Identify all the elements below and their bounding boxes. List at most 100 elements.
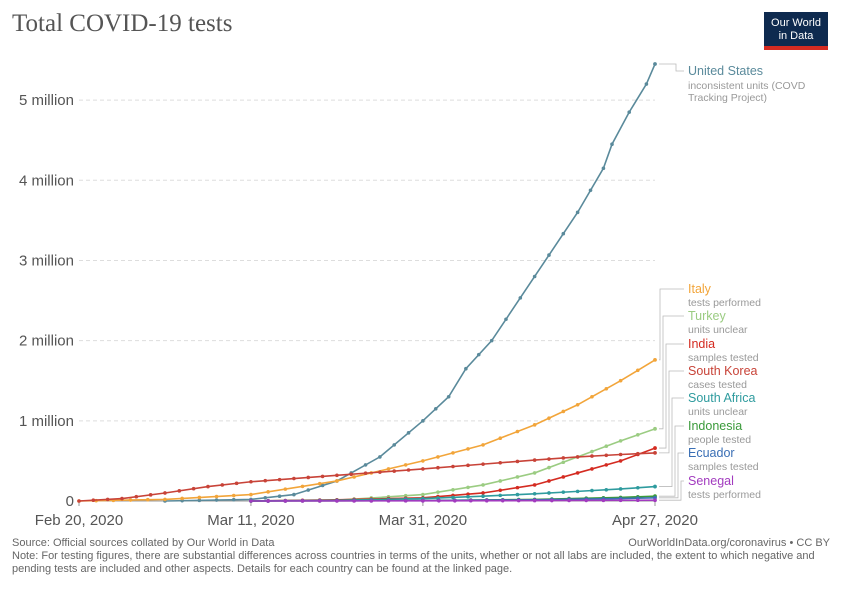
data-point	[636, 485, 640, 490]
data-point	[451, 451, 455, 455]
data-point	[515, 429, 520, 434]
data-point	[436, 455, 440, 459]
data-point	[352, 475, 356, 479]
data-point	[453, 498, 457, 503]
data-point	[561, 475, 566, 479]
note-text: Note: For testing figures, there are sub…	[12, 550, 815, 575]
data-point	[436, 490, 440, 494]
series-note: units unclear	[688, 324, 748, 336]
data-point	[644, 82, 649, 86]
data-point	[231, 497, 236, 502]
data-point	[604, 487, 609, 492]
series-note: people tested	[688, 434, 751, 446]
series-line	[164, 63, 656, 502]
data-point	[532, 498, 537, 503]
data-point	[498, 436, 503, 440]
data-point	[263, 495, 268, 500]
data-point	[306, 475, 311, 480]
data-point	[653, 426, 657, 431]
data-point	[317, 499, 322, 503]
data-point	[306, 488, 311, 492]
chart-footer: Source: Official sources collated by Our…	[12, 537, 830, 576]
data-point	[335, 479, 339, 483]
x-axis: Feb 20, 2020 Mar 11, 2020 Mar 31, 2020 Apr …	[35, 501, 698, 529]
series-note: samples tested	[688, 352, 759, 364]
x-tick-label: Mar 31, 2020	[379, 512, 467, 529]
y-tick-label: 4 million	[19, 172, 74, 189]
data-point	[363, 471, 368, 476]
data-point	[451, 487, 455, 492]
data-point	[120, 496, 124, 501]
series-note: cases tested	[688, 379, 747, 391]
data-point	[547, 479, 551, 483]
series-note: Tracking Project)	[688, 92, 767, 104]
data-point	[653, 498, 657, 503]
owid-logo[interactable]: Our World in Data	[764, 12, 828, 50]
series-name: Indonesia	[688, 419, 742, 433]
data-point	[618, 498, 623, 503]
data-point	[547, 253, 551, 257]
data-point	[292, 476, 296, 481]
series-name: South Africa	[688, 391, 755, 405]
data-point	[433, 406, 438, 411]
data-point	[197, 495, 202, 500]
data-point	[437, 499, 441, 503]
data-point	[590, 467, 594, 471]
logo-line-2: in Data	[778, 30, 814, 42]
data-point	[363, 463, 368, 467]
data-point	[575, 455, 580, 459]
series-note: units unclear	[688, 406, 748, 418]
leader-line	[659, 397, 684, 487]
data-point	[498, 493, 503, 498]
data-point	[547, 416, 551, 420]
data-point	[466, 492, 470, 496]
data-point	[575, 402, 580, 407]
data-point	[561, 409, 566, 414]
leader-line	[659, 480, 684, 501]
data-point	[77, 499, 81, 503]
data-point	[378, 455, 382, 459]
data-point	[466, 447, 470, 451]
data-point	[618, 378, 623, 383]
data-point	[466, 485, 470, 490]
data-point	[484, 498, 489, 503]
leader-line	[659, 288, 684, 361]
data-point	[532, 423, 537, 427]
data-point	[214, 494, 219, 499]
data-point	[369, 499, 374, 503]
data-point	[266, 499, 270, 503]
data-point	[421, 499, 425, 503]
series-name: Ecuador	[688, 446, 735, 460]
source-url[interactable]: OurWorldInData.org/coronavirus • CC BY	[628, 537, 830, 549]
leader-line	[659, 315, 684, 430]
data-point	[214, 498, 219, 502]
data-point	[504, 317, 508, 322]
x-tick-label: Apr 27, 2020	[612, 512, 698, 529]
data-point	[177, 489, 182, 493]
series-name: Senegal	[688, 474, 734, 488]
data-point	[300, 499, 305, 503]
data-point	[567, 498, 571, 503]
data-point	[653, 62, 657, 66]
data-point	[481, 443, 485, 447]
series-note: inconsistent units (COVD	[688, 80, 806, 92]
data-point	[561, 231, 566, 236]
data-point	[653, 446, 657, 450]
data-point	[515, 492, 520, 497]
data-point	[653, 484, 657, 489]
y-tick-label: 3 million	[19, 252, 74, 269]
series-name: South Korea	[688, 364, 758, 378]
series-line	[78, 359, 656, 502]
data-point	[604, 386, 609, 391]
data-point	[561, 490, 566, 494]
data-point	[561, 456, 566, 460]
data-point	[481, 462, 485, 466]
data-point	[421, 459, 425, 463]
data-point	[601, 498, 606, 503]
data-point	[636, 498, 640, 503]
leader-line	[659, 425, 684, 497]
